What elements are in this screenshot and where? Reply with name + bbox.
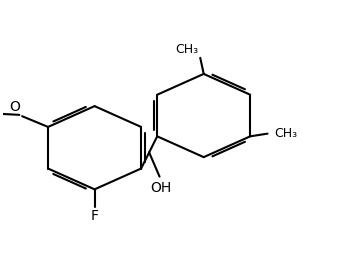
Text: CH₃: CH₃ xyxy=(175,43,199,56)
Text: OH: OH xyxy=(151,181,172,195)
Text: CH₃: CH₃ xyxy=(275,127,297,140)
Text: F: F xyxy=(90,209,99,223)
Text: O: O xyxy=(10,100,20,114)
